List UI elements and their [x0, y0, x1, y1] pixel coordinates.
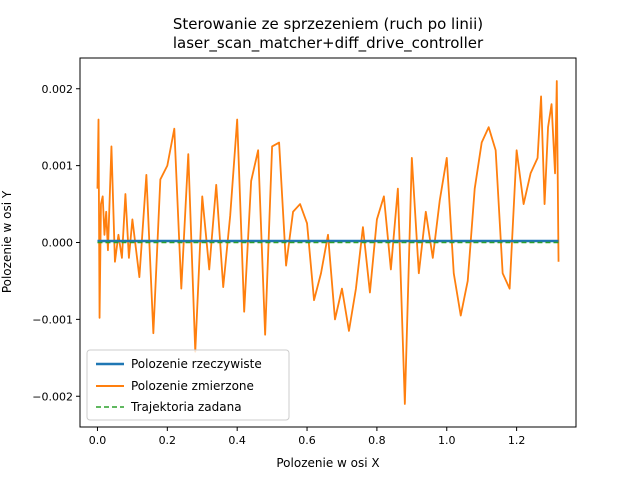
legend-label-measured: Polozenie zmierzone	[131, 379, 254, 393]
x-tick-label: 1.0	[438, 434, 456, 447]
x-axis-label: Polozenie w osi X	[276, 456, 379, 470]
chart-title: Sterowanie ze sprzezeniem (ruch po linii…	[173, 15, 483, 33]
x-tick-label: 0.2	[159, 434, 177, 447]
x-tick-label: 0.8	[368, 434, 386, 447]
x-tick-label: 1.2	[508, 434, 526, 447]
y-tick-label: 0.000	[42, 237, 74, 250]
chart-subtitle: laser_scan_matcher+diff_drive_controller	[173, 34, 484, 53]
y-tick-label: 0.002	[42, 83, 74, 96]
series-measured-line	[96, 80, 560, 405]
plot-area: 0.0 0.2 0.4 0.6 0.8 1.0 1.2 −0.002 −0.001 0.000 0…	[32, 57, 577, 447]
x-axis-ticks: 0.0 0.2 0.4 0.6 0.8 1.0 1.2	[89, 427, 526, 447]
y-tick-label: −0.002	[32, 390, 73, 403]
legend-box	[86, 349, 290, 421]
y-axis-label: Polozenie w osi Y	[0, 190, 14, 293]
legend-label-actual: Polozenie rzeczywiste	[131, 357, 262, 371]
x-tick-label: 0.6	[298, 434, 316, 447]
y-tick-label: 0.001	[42, 160, 74, 173]
legend-label-reference: Trajektoria zadana	[130, 400, 242, 414]
series-layer	[96, 80, 560, 405]
y-axis-ticks: −0.002 −0.001 0.000 0.001 0.002	[32, 83, 80, 403]
x-tick-label: 0.0	[89, 434, 107, 447]
legend: Polozenie rzeczywiste Polozenie zmierzon…	[86, 349, 290, 421]
x-tick-label: 0.4	[228, 434, 246, 447]
y-tick-label: −0.001	[32, 313, 73, 326]
